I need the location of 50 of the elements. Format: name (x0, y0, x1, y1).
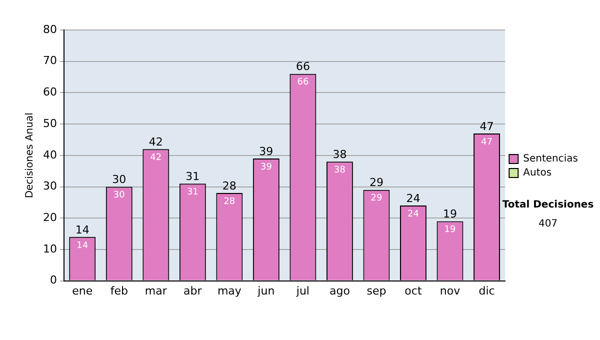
data-label: 29 (370, 194, 382, 204)
x-tick-label: dic (478, 284, 495, 298)
data-label: 30 (113, 190, 126, 201)
x-tick-label: jun (256, 284, 275, 298)
total-label: 42 (148, 135, 163, 148)
data-label: 14 (76, 240, 88, 251)
total-label: 29 (369, 176, 384, 190)
y-tick-label: 30 (42, 180, 57, 193)
total-label: 38 (332, 148, 347, 162)
x-tick-label: feb (110, 284, 128, 298)
x-tick-label: nov (440, 284, 461, 298)
data-label: 39 (260, 162, 272, 172)
legend-label: Autos (523, 168, 552, 179)
total-label: 31 (186, 170, 200, 183)
legend-label: Sentencias (523, 154, 578, 165)
data-label: 66 (297, 78, 309, 88)
total-label: 47 (480, 120, 494, 133)
x-tick-label: mar (144, 284, 168, 298)
x-tick-label: ene (72, 284, 93, 298)
annotation: Total Decisiones (502, 200, 594, 211)
data-label: 31 (186, 187, 198, 198)
x-tick-label: sep (366, 284, 386, 298)
x-tick-label: ago (329, 284, 350, 298)
x-tick-label: jul (295, 284, 310, 298)
total-label: 24 (406, 192, 420, 205)
total-label: 28 (222, 179, 236, 192)
y-tick-label: 70 (42, 54, 57, 68)
data-label: 28 (224, 196, 236, 207)
y-tick-label: 0 (50, 274, 57, 287)
total-label: 19 (442, 208, 457, 221)
data-label: 38 (334, 166, 346, 176)
y-axis-title: Decisiones Anual (24, 112, 36, 198)
text: 407 (538, 218, 558, 230)
x-tick-label: abr (184, 284, 202, 298)
x-tick-label: may (217, 284, 242, 298)
data-label: 47 (481, 137, 492, 148)
total-label: 39 (259, 144, 274, 158)
y-tick-label: 60 (42, 86, 57, 99)
y-tick-label: 20 (42, 210, 57, 224)
y-tick-label: 50 (42, 116, 57, 130)
x-tick-label: oct (404, 284, 422, 298)
data-label: 24 (408, 209, 420, 220)
data-label: 19 (444, 225, 456, 236)
total-label: 66 (296, 60, 310, 74)
total-label: 30 (112, 173, 126, 186)
y-tick-label: 10 (42, 242, 57, 256)
data-label: 42 (150, 152, 162, 163)
y-tick-label: 40 (42, 148, 57, 162)
y-tick-label: 80 (42, 22, 57, 36)
total-label: 14 (75, 223, 90, 236)
